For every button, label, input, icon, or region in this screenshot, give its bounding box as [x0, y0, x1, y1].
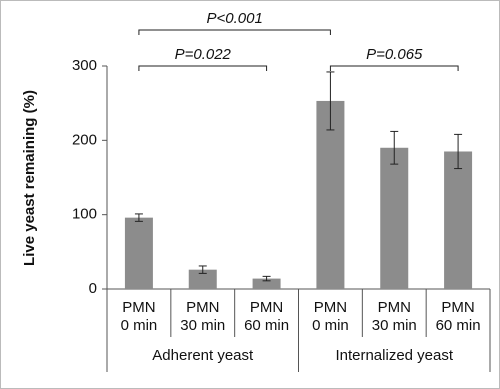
- group-label: Adherent yeast: [152, 347, 254, 364]
- significance-bracket: [138, 29, 331, 35]
- x-tick-label: 30 min: [180, 317, 225, 334]
- significance-label: P<0.001: [207, 10, 263, 27]
- x-tick-label: 60 min: [436, 317, 481, 334]
- bar: [252, 278, 281, 289]
- x-tick-label: 30 min: [372, 317, 417, 334]
- x-tick-label: PMN: [378, 299, 411, 316]
- error-bar: [198, 265, 207, 274]
- bar: [380, 147, 409, 289]
- bar: [124, 217, 153, 289]
- x-tick-label: PMN: [441, 299, 474, 316]
- y-tick-label: 200: [72, 131, 97, 148]
- x-tick-label: PMN: [186, 299, 219, 316]
- y-tick-label: 300: [72, 57, 97, 74]
- significance-label: P=0.022: [175, 46, 232, 63]
- y-axis-title: Live yeast remaining (%): [21, 90, 38, 266]
- group-label: Internalized yeast: [335, 347, 453, 364]
- bar: [444, 151, 473, 289]
- x-tick-label: 60 min: [244, 317, 289, 334]
- error-bar: [390, 130, 399, 165]
- x-tick-label: PMN: [314, 299, 347, 316]
- y-tick-label: 100: [72, 206, 97, 223]
- error-bar: [454, 133, 463, 170]
- y-tick-label: 0: [89, 280, 97, 297]
- error-bar: [326, 71, 335, 131]
- error-bar: [262, 275, 271, 282]
- error-bar: [134, 213, 143, 222]
- x-tick-label: 0 min: [121, 317, 158, 334]
- significance-label: P=0.065: [366, 46, 423, 63]
- x-tick-label: 0 min: [312, 317, 349, 334]
- x-tick-label: PMN: [250, 299, 283, 316]
- bar: [316, 100, 345, 289]
- x-tick-label: PMN: [122, 299, 155, 316]
- significance-bracket: [138, 65, 268, 71]
- significance-bracket: [329, 65, 459, 71]
- bar: [188, 269, 217, 289]
